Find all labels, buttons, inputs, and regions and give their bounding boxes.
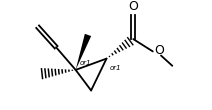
Text: O: O [128,0,138,13]
Text: O: O [154,44,164,57]
Text: or1: or1 [80,60,91,66]
Text: or1: or1 [110,65,121,71]
Polygon shape [76,34,91,70]
